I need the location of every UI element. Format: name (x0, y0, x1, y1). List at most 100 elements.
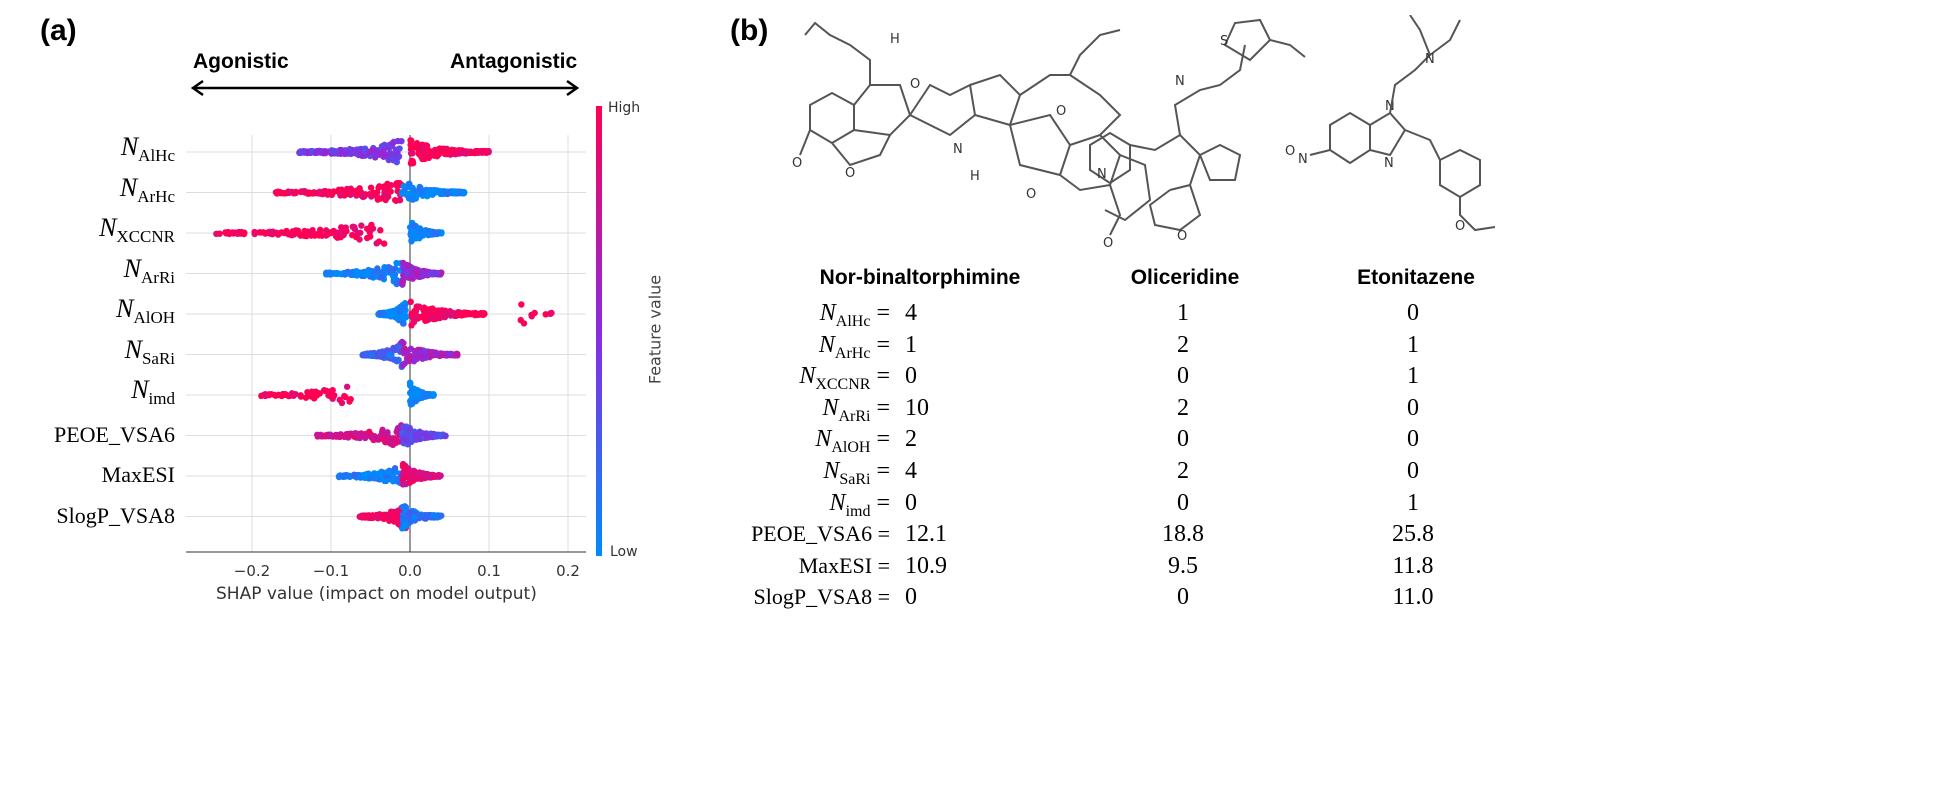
shap-point (269, 228, 276, 235)
row-label-base: N (815, 426, 832, 453)
feature-label-sub: AlOH (133, 308, 175, 327)
shap-point (342, 270, 350, 277)
shap-point (445, 310, 452, 317)
svg-text:N: N (1298, 152, 1308, 167)
shap-point (338, 224, 345, 231)
shap-point (385, 263, 392, 271)
shap-point (409, 228, 416, 235)
svg-text:N: N (1384, 156, 1394, 171)
x-tick-label: 0.2 (556, 562, 580, 580)
shap-point (418, 268, 425, 275)
shap-point (365, 514, 372, 521)
shap-point (343, 383, 351, 390)
shap-point (464, 148, 472, 155)
row-label-sub: XCCNR (815, 376, 871, 394)
feature-label-base: N (116, 294, 134, 323)
shap-point (389, 273, 397, 280)
panel-b-label: (b) (730, 14, 769, 47)
shap-point (354, 187, 361, 194)
shap-point (327, 229, 335, 237)
shap-point (352, 148, 359, 155)
shap-point (422, 312, 429, 320)
shap-point (322, 227, 330, 234)
equals-sign: = (876, 489, 890, 516)
shap-point (389, 513, 397, 521)
svg-text:N: N (1385, 99, 1395, 114)
table-cell: 1 (1407, 363, 1419, 390)
shap-point (400, 312, 407, 319)
table-row-label: SlogP_VSA8 = (690, 584, 890, 610)
colorbar-title: Feature value (645, 274, 665, 385)
shap-point (367, 184, 375, 191)
shap-point (326, 270, 333, 278)
shap-point (402, 522, 410, 529)
shap-point (335, 186, 342, 194)
shap-point (421, 348, 428, 355)
shap-beeswarm-plot (186, 106, 602, 556)
table-row-label: NSaRi = (690, 458, 890, 489)
shap-point (350, 223, 358, 231)
shap-point (369, 146, 376, 154)
shap-point (379, 514, 387, 521)
table-row-label: NAlOH = (690, 426, 890, 457)
shap-point (440, 351, 448, 358)
shap-point (346, 398, 353, 405)
shap-point (389, 140, 396, 147)
svg-text:N: N (1175, 74, 1185, 89)
shap-point (399, 259, 407, 267)
shap-point (391, 465, 399, 472)
shap-point (399, 320, 407, 327)
feature-label-sub: AlHc (138, 146, 175, 165)
shap-point (442, 432, 449, 440)
feature-label: NArRi (5, 254, 175, 288)
shap-point (415, 512, 423, 519)
table-cell: 0 (1407, 394, 1419, 421)
equals-sign: = (876, 363, 890, 390)
feature-label: MaxESI (101, 462, 175, 487)
shap-point (425, 473, 432, 481)
row-label-name: SlogP_VSA8 (753, 584, 873, 610)
shap-point (396, 196, 404, 204)
shap-point (213, 230, 220, 238)
shap-point (433, 310, 440, 317)
shap-point (425, 432, 433, 440)
shap-point (459, 149, 467, 157)
shap-point (350, 471, 358, 478)
shap-point (363, 225, 371, 232)
table-cell: 0 (1177, 426, 1189, 453)
shap-point (353, 272, 361, 279)
row-label-sub: AlHc (835, 313, 871, 330)
shap-point (403, 432, 410, 440)
shap-point (378, 428, 386, 435)
shap-point (436, 145, 443, 153)
shap-point (385, 468, 392, 476)
feature-label: NSaRi (5, 335, 175, 369)
shap-point (390, 266, 397, 273)
shap-point (343, 190, 350, 197)
feature-label-base: N (131, 375, 149, 404)
svg-text:O: O (1285, 144, 1295, 159)
shap-point (224, 228, 232, 236)
shap-point (300, 188, 307, 195)
table-cell: 25.8 (1392, 521, 1434, 548)
shap-point (453, 350, 460, 358)
shap-point (375, 513, 382, 520)
table-cell: 2 (1177, 458, 1189, 484)
svg-text:N: N (1425, 52, 1435, 67)
shap-point (315, 432, 323, 439)
shap-point (412, 235, 420, 242)
shap-point (518, 301, 525, 308)
svg-text:N: N (953, 142, 963, 157)
shap-point (422, 391, 429, 398)
direction-arrow (190, 79, 580, 97)
feature-label-sub: ArHc (137, 186, 175, 206)
feature-label-base: N (120, 132, 139, 161)
shap-point (407, 298, 414, 306)
feature-label-sub: XCCNR (116, 227, 175, 246)
shap-point (386, 440, 394, 447)
shap-point (382, 196, 389, 204)
table-row-label: NXCCNR = (690, 363, 890, 394)
table-row-label: NAlHc = (690, 300, 890, 331)
feature-label-base: N (123, 253, 141, 283)
shap-point (288, 392, 296, 399)
